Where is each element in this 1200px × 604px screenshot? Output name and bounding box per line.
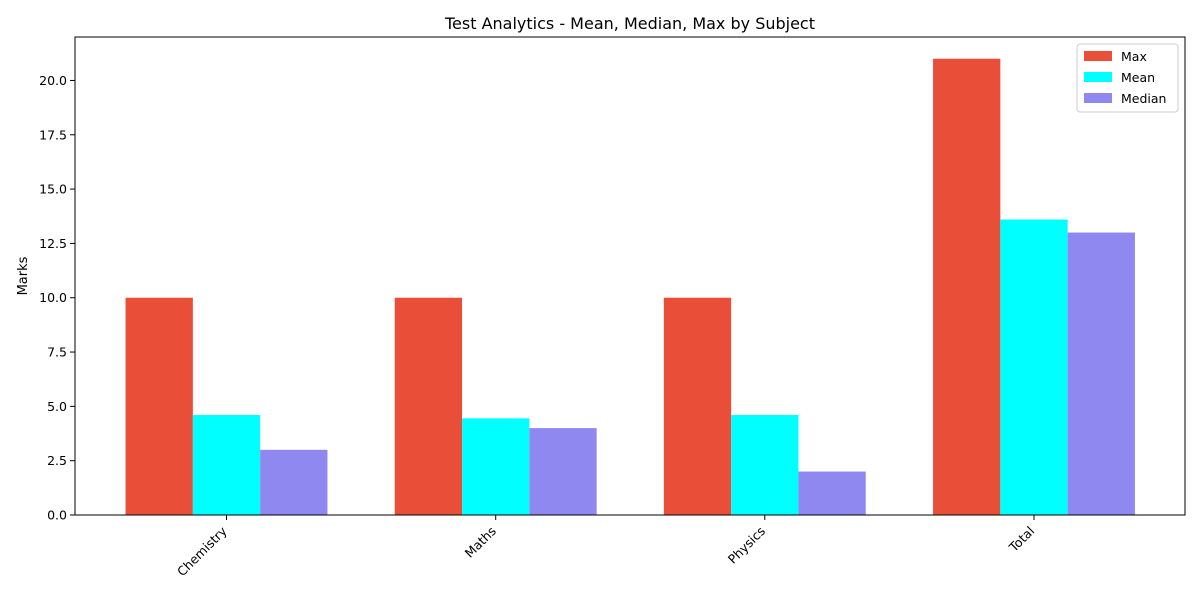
y-tick-label: 2.5 [47, 453, 67, 468]
y-tick-label: 7.5 [47, 345, 67, 360]
x-tick-label: Total [1005, 523, 1037, 555]
bar-mean-total [1000, 219, 1068, 515]
x-axis: Chemistry Maths Physics Total [174, 515, 1037, 579]
bar-max-maths [394, 297, 463, 515]
bar-mean-maths [462, 418, 530, 515]
x-tick-label: Maths [462, 523, 499, 560]
legend-label-median: Median [1121, 91, 1166, 106]
bar-mean-physics [731, 415, 799, 515]
plot-frame [74, 36, 1186, 516]
y-tick-label: 15.0 [39, 182, 67, 197]
bar-median-chemistry [260, 449, 328, 515]
bar-median-physics [798, 471, 866, 515]
y-tick-label: 10.0 [39, 290, 67, 305]
legend-swatch-max [1084, 51, 1112, 61]
legend: Max Mean Median [1076, 43, 1179, 113]
bar-max-physics [663, 297, 732, 515]
y-tick-label: 0.0 [47, 508, 67, 523]
y-tick-label: 20.0 [39, 73, 67, 88]
y-tick-label: 17.5 [39, 127, 67, 142]
y-axis: 0.0 2.5 5.0 7.5 10.0 12.5 15.0 17.5 20.0 [39, 73, 75, 523]
legend-label-max: Max [1121, 49, 1147, 64]
y-tick-label: 5.0 [47, 399, 67, 414]
bar-median-total [1067, 232, 1135, 515]
chart-title: Test Analytics - Mean, Median, Max by Su… [444, 14, 815, 33]
legend-label-mean: Mean [1121, 70, 1155, 85]
y-tick-label: 12.5 [39, 236, 67, 251]
bar-max-total [933, 58, 1001, 516]
legend-swatch-mean [1084, 72, 1112, 82]
y-axis-label: Marks [16, 256, 31, 295]
legend-swatch-median [1084, 93, 1112, 103]
x-tick-label: Physics [725, 523, 768, 566]
bar-max-chemistry [125, 297, 193, 515]
bars-group [125, 58, 1135, 516]
x-tick-label: Chemistry [174, 523, 230, 579]
bar-median-maths [529, 428, 597, 515]
bar-mean-chemistry [192, 415, 261, 515]
